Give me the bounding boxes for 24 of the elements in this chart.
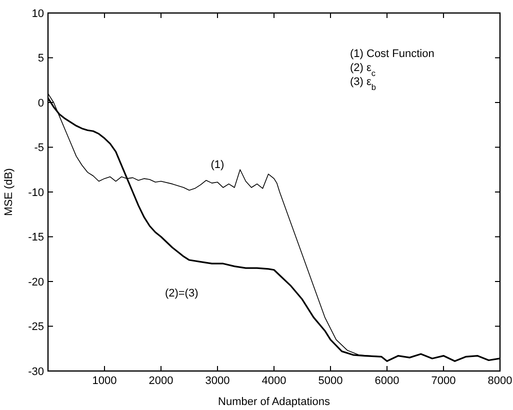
text: (2)=(3) <box>164 287 198 300</box>
x-tick-label: 4000 <box>262 375 286 387</box>
x-tick-label: 3000 <box>205 375 230 387</box>
y-tick-label: 10 <box>32 8 44 20</box>
x-tick-label: 8000 <box>488 375 512 387</box>
y-tick-label: -20 <box>28 276 44 288</box>
x-tick-label: 7000 <box>431 375 456 387</box>
y-axis-title: MSE (dB) <box>3 168 15 216</box>
y-tick-label: -25 <box>28 321 44 334</box>
x-axis-title: Number of Adaptations <box>218 396 330 408</box>
annotation: (3) ε$_{b}$ <box>350 76 376 92</box>
y-tick-label: -30 <box>28 366 44 378</box>
x-tick-label: 5000 <box>318 375 343 387</box>
x-tick-label: 1000 <box>92 375 117 387</box>
y-tick-label: -15 <box>28 232 44 244</box>
y-tick-label: -10 <box>28 186 44 199</box>
x-tick-label: 2000 <box>148 375 174 387</box>
annotation: (1) Cost Function <box>350 48 434 60</box>
y-tick-label: 5 <box>38 52 44 65</box>
x-tick-label: 6000 <box>374 375 400 387</box>
annotation: (2) ε$_{c}$ <box>350 62 376 78</box>
series-label: (1) <box>210 159 224 172</box>
y-tick-label: 0 <box>38 97 44 110</box>
y-tick-label: -5 <box>34 142 44 154</box>
